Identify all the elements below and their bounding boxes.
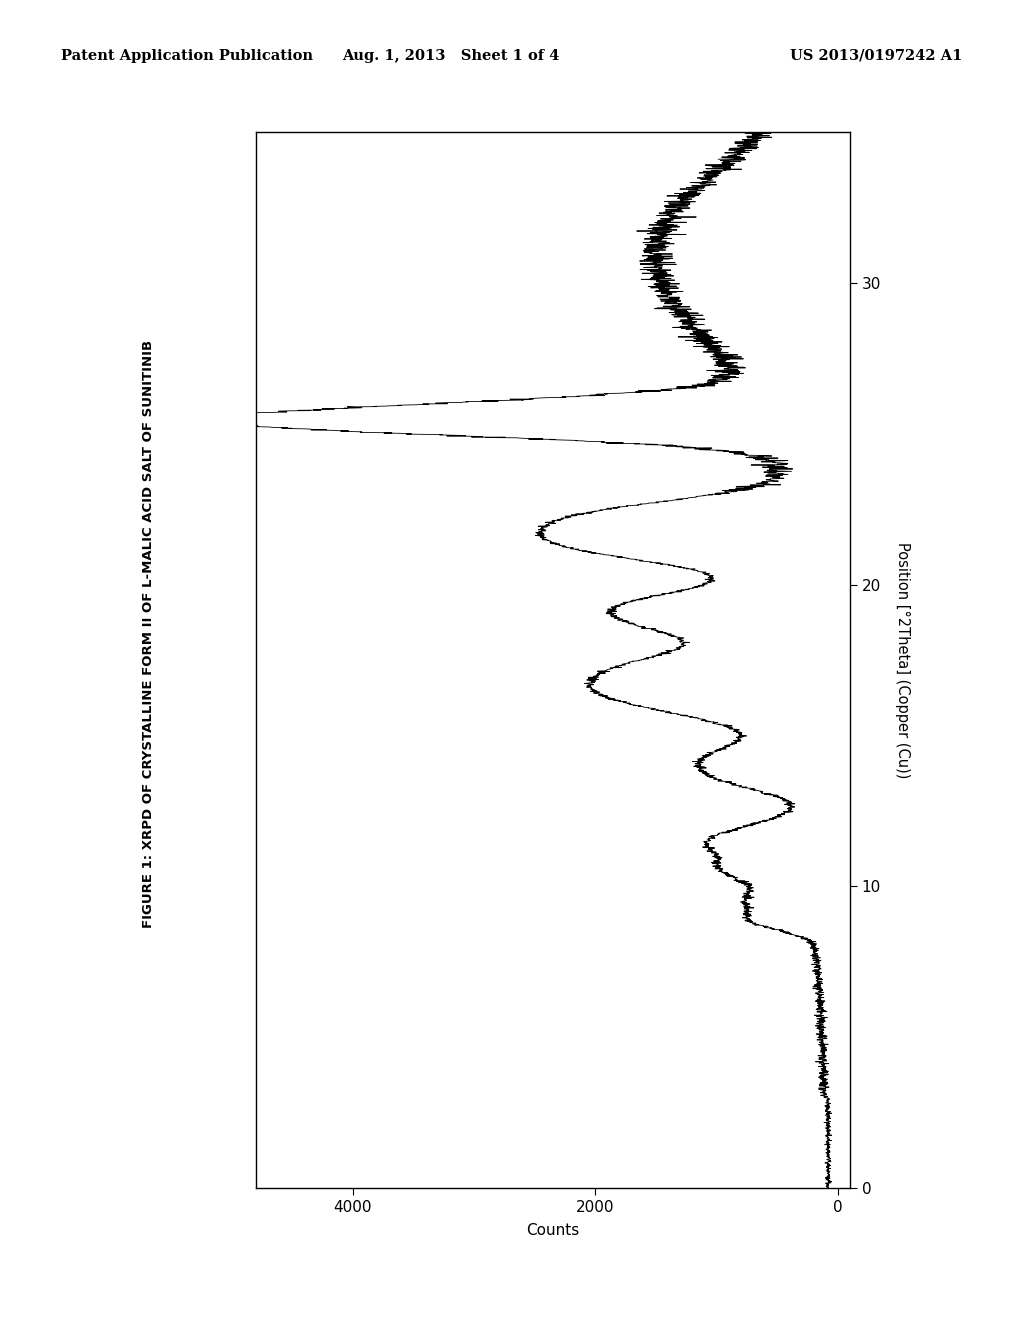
Text: Patent Application Publication: Patent Application Publication bbox=[61, 49, 313, 63]
Text: US 2013/0197242 A1: US 2013/0197242 A1 bbox=[791, 49, 963, 63]
Text: FIGURE 1: XRPD OF CRYSTALLINE FORM II OF L-MALIC ACID SALT OF SUNITINIB: FIGURE 1: XRPD OF CRYSTALLINE FORM II OF… bbox=[142, 339, 155, 928]
Y-axis label: Position [°2Theta] (Copper (Cu)): Position [°2Theta] (Copper (Cu)) bbox=[895, 541, 910, 779]
Text: Aug. 1, 2013   Sheet 1 of 4: Aug. 1, 2013 Sheet 1 of 4 bbox=[342, 49, 559, 63]
X-axis label: Counts: Counts bbox=[526, 1224, 580, 1238]
